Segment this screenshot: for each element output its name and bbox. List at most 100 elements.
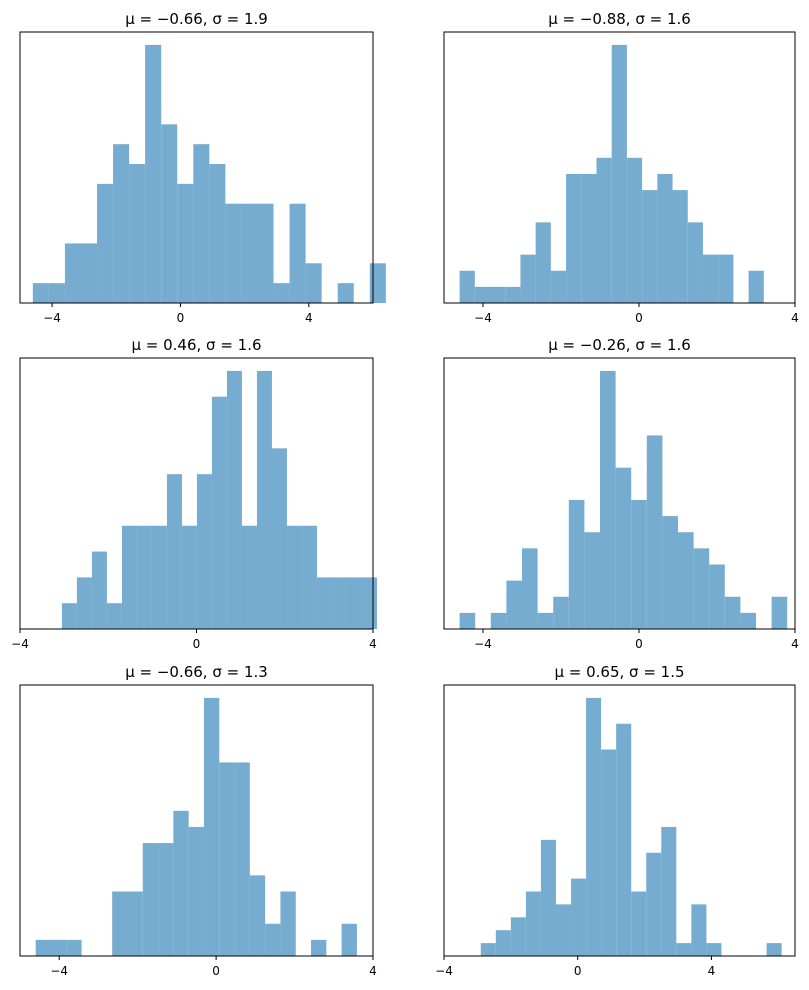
histogram-bar [48,283,65,303]
x-tick-label: 0 [635,311,643,325]
histogram-bar [555,904,572,956]
histogram-bar [209,164,226,303]
histogram-bar [702,254,719,303]
axes-frame [443,31,796,304]
histogram-bar [706,943,722,956]
histogram-panel-4: −4 0 4 μ = −0.26, σ = 1.6 [443,336,799,651]
histogram-bar [662,516,678,629]
histogram-bar [66,939,82,956]
histogram-panel-5: −4 0 4 μ = −0.66, σ = 1.3 [19,663,377,978]
histogram-bar [490,286,506,303]
histogram-bar [234,762,250,956]
panel-title: μ = −0.66, σ = 1.9 [125,10,268,28]
histogram-bar [615,467,632,629]
histogram-panel-1: −4 0 4 μ = −0.66, σ = 1.9 [19,10,386,325]
histogram-bar [520,254,536,303]
x-tick-label: 4 [791,311,799,325]
histogram-bar [241,203,258,303]
histogram-bar [341,923,357,956]
histogram-bar [766,943,782,956]
histogram-bar [177,183,194,303]
histogram-bar [474,286,491,303]
histogram-bar [661,826,677,956]
histogram-bar [505,286,521,303]
histogram-bar [525,891,541,956]
histogram-bar [581,173,597,303]
histogram-bar [600,370,616,629]
histogram-bar [596,157,612,303]
axes-frame [19,684,374,957]
histogram-bar [35,939,51,956]
histogram-bar [193,144,210,303]
histogram-bar [80,243,98,303]
histogram-bar [616,723,632,956]
histogram-bar [626,157,643,303]
histogram-bar [642,190,658,303]
histogram-bar [286,525,302,629]
histogram-bar [571,878,587,956]
panel-title: μ = 0.65, σ = 1.5 [554,663,684,681]
histogram-bar [121,525,137,629]
histogram-bar [631,499,647,629]
histogram-bar [301,525,317,629]
histogram-bar [91,551,107,629]
histogram-bar [459,612,476,629]
axes-frame [443,684,796,957]
histogram-bar [61,603,77,629]
histogram-bar [311,939,327,956]
histogram-bar [181,525,197,629]
histogram-bar [693,548,710,629]
histogram-bar [142,843,159,956]
histogram-bar [173,810,189,956]
histogram-bar [678,532,694,629]
histogram-bar [510,917,526,956]
histogram-bar [112,891,128,956]
histogram-bar [718,254,734,303]
histogram-bar [211,396,227,629]
histogram-bar [127,891,143,956]
histogram-bar [522,548,538,629]
histogram-bar [161,124,178,303]
histogram-bar [225,203,242,303]
histogram-bar [203,697,220,956]
histogram-bar [709,564,725,629]
histogram-bar [646,435,663,629]
histogram-panel-3: −4 0 4 μ = 0.46, σ = 1.6 [11,336,377,651]
histogram-bar [346,577,362,629]
x-tick-label: −4 [50,964,68,978]
axes-frame [19,31,374,304]
histogram-bar [97,183,114,303]
histogram-bar [316,577,332,629]
x-tick-label: 4 [791,637,799,651]
histogram-bar [672,190,688,303]
histogram-bar [537,612,554,629]
histogram-bar [369,263,386,303]
histogram-bar [740,612,756,629]
histogram-bar [249,875,266,956]
histogram-bar [459,270,475,303]
panel-title: μ = −0.88, σ = 1.6 [548,10,691,28]
x-tick-label: −4 [11,637,29,651]
histogram-panel-6: −4 0 4 μ = 0.65, σ = 1.5 [435,663,796,978]
histogram-bar [540,839,556,956]
histogram-bar [535,222,551,303]
x-tick-label: 0 [212,964,220,978]
histogram-bar [305,263,322,303]
histogram-bar [257,203,274,303]
histogram-bar [691,904,707,956]
histogram-bar [550,270,567,303]
histogram-bar [219,762,235,956]
x-tick-label: 0 [177,311,185,325]
histogram-bar [506,580,522,629]
x-tick-label: −4 [474,637,492,651]
histogram-bar [687,222,703,303]
histogram-bar [331,577,347,629]
histogram-bar [136,525,152,629]
histogram-bar [631,891,647,956]
histogram-bar [601,749,617,956]
histogram-bar [76,577,92,629]
histogram-bar [113,144,130,303]
histogram-bar [490,612,507,629]
histogram-bar [771,596,788,629]
